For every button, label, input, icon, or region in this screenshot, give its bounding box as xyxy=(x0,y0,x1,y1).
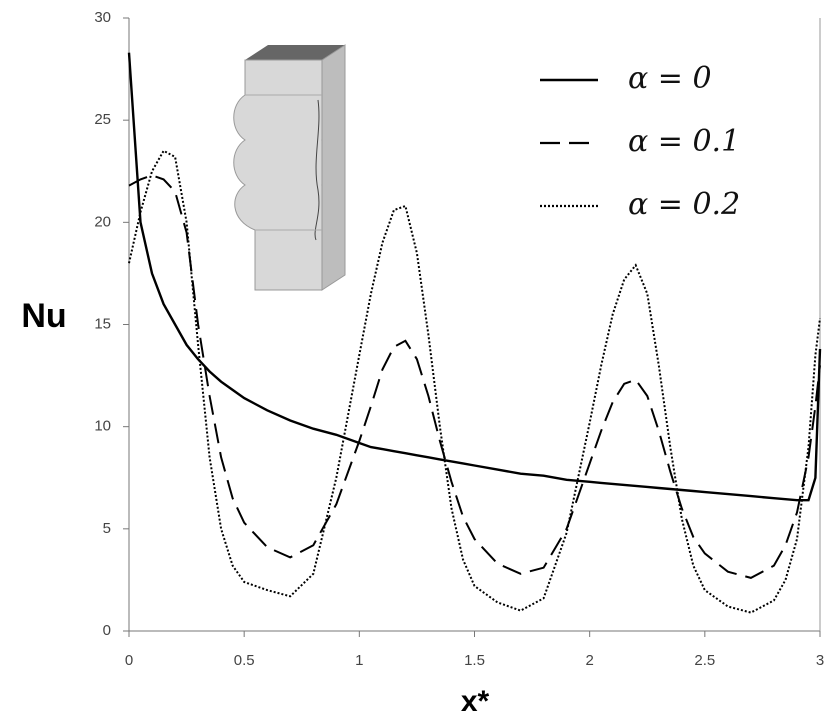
x-tick-label: 2 xyxy=(585,652,593,669)
x-tick-label: 3 xyxy=(816,652,824,669)
x-tick-label: 2.5 xyxy=(694,652,715,669)
y-tick-label: 15 xyxy=(94,315,111,332)
y-tick-label: 25 xyxy=(94,111,111,128)
y-tick-label: 30 xyxy=(94,9,111,26)
legend-label: α = 0 xyxy=(628,61,712,96)
y-tick-label: 5 xyxy=(103,520,111,537)
y-tick-label: 0 xyxy=(103,622,111,639)
x-tick-label: 0.5 xyxy=(234,652,255,669)
x-tick-label: 1.5 xyxy=(464,652,485,669)
y-axis-label: Nu xyxy=(21,297,66,335)
inset-column xyxy=(233,44,346,291)
series-line xyxy=(128,149,821,614)
y-tick-label: 20 xyxy=(94,213,111,230)
series-line xyxy=(127,52,822,502)
y-tick-label: 10 xyxy=(94,418,111,435)
x-axis-label: x* xyxy=(461,685,490,718)
x-tick-label: 0 xyxy=(125,652,133,669)
legend-label: α = 0.1 xyxy=(628,124,740,159)
legend-label: α = 0.2 xyxy=(628,187,740,222)
x-tick-label: 1 xyxy=(355,652,363,669)
series-line xyxy=(128,174,821,579)
